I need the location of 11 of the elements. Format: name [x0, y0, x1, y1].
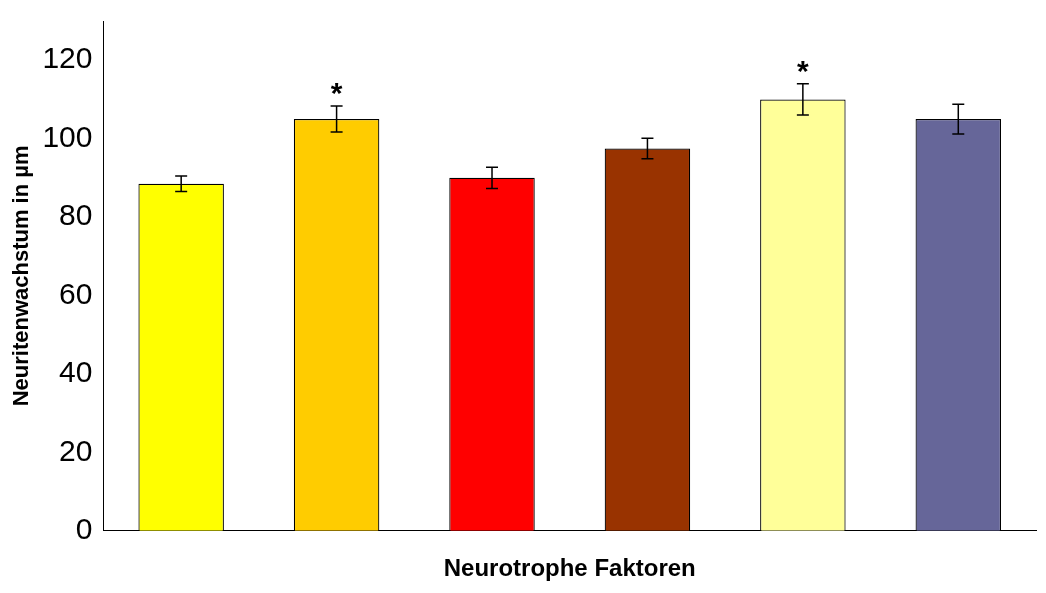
y-axis-title: Neuritenwachstum in µm	[8, 145, 34, 407]
y-tick-label: 20	[59, 433, 93, 467]
data-label: *	[797, 54, 810, 88]
y-tick-label: 80	[59, 198, 93, 232]
y-tick-label: 60	[59, 276, 93, 310]
x-axis-title: Neurotrophe Faktoren	[443, 554, 696, 582]
y-tick-label: 100	[42, 119, 93, 153]
y-tick-label: 0	[75, 512, 93, 546]
y-tick-label: 40	[59, 355, 93, 389]
data-label: *	[330, 76, 343, 110]
y-tick-label: 120	[42, 41, 93, 75]
